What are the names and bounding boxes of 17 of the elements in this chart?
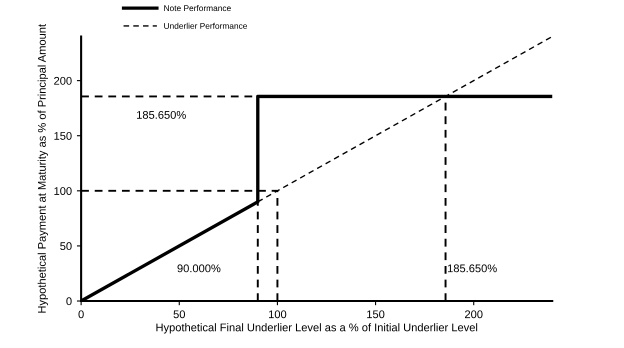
- y-tick-label: 50: [60, 242, 72, 250]
- x-tick-label: 200: [465, 310, 483, 318]
- annotation: 90.000%: [177, 264, 220, 272]
- x-tick-label: 50: [174, 310, 186, 318]
- annotation: 185.650%: [137, 111, 186, 119]
- annotation: 185.650%: [448, 264, 497, 272]
- legend-label: Note Performance: [164, 5, 231, 12]
- x-tick-label: 150: [367, 310, 384, 318]
- y-tick-label: 0: [66, 297, 72, 306]
- legend-label: Underlier Performance: [164, 22, 248, 29]
- y-tick-label: 150: [54, 132, 72, 140]
- y-tick-label: 200: [54, 76, 72, 85]
- x-tick-label: 100: [269, 310, 286, 318]
- x-axis-title: Hypothetical Final Underlier Level as a % of Initial Underlier Level: [156, 323, 478, 334]
- y-axis-title: Hypothetical Payment at Maturity as % of Principal Amount: [38, 24, 48, 313]
- x-tick-label: 0: [78, 310, 84, 318]
- y-tick-label: 100: [54, 187, 72, 195]
